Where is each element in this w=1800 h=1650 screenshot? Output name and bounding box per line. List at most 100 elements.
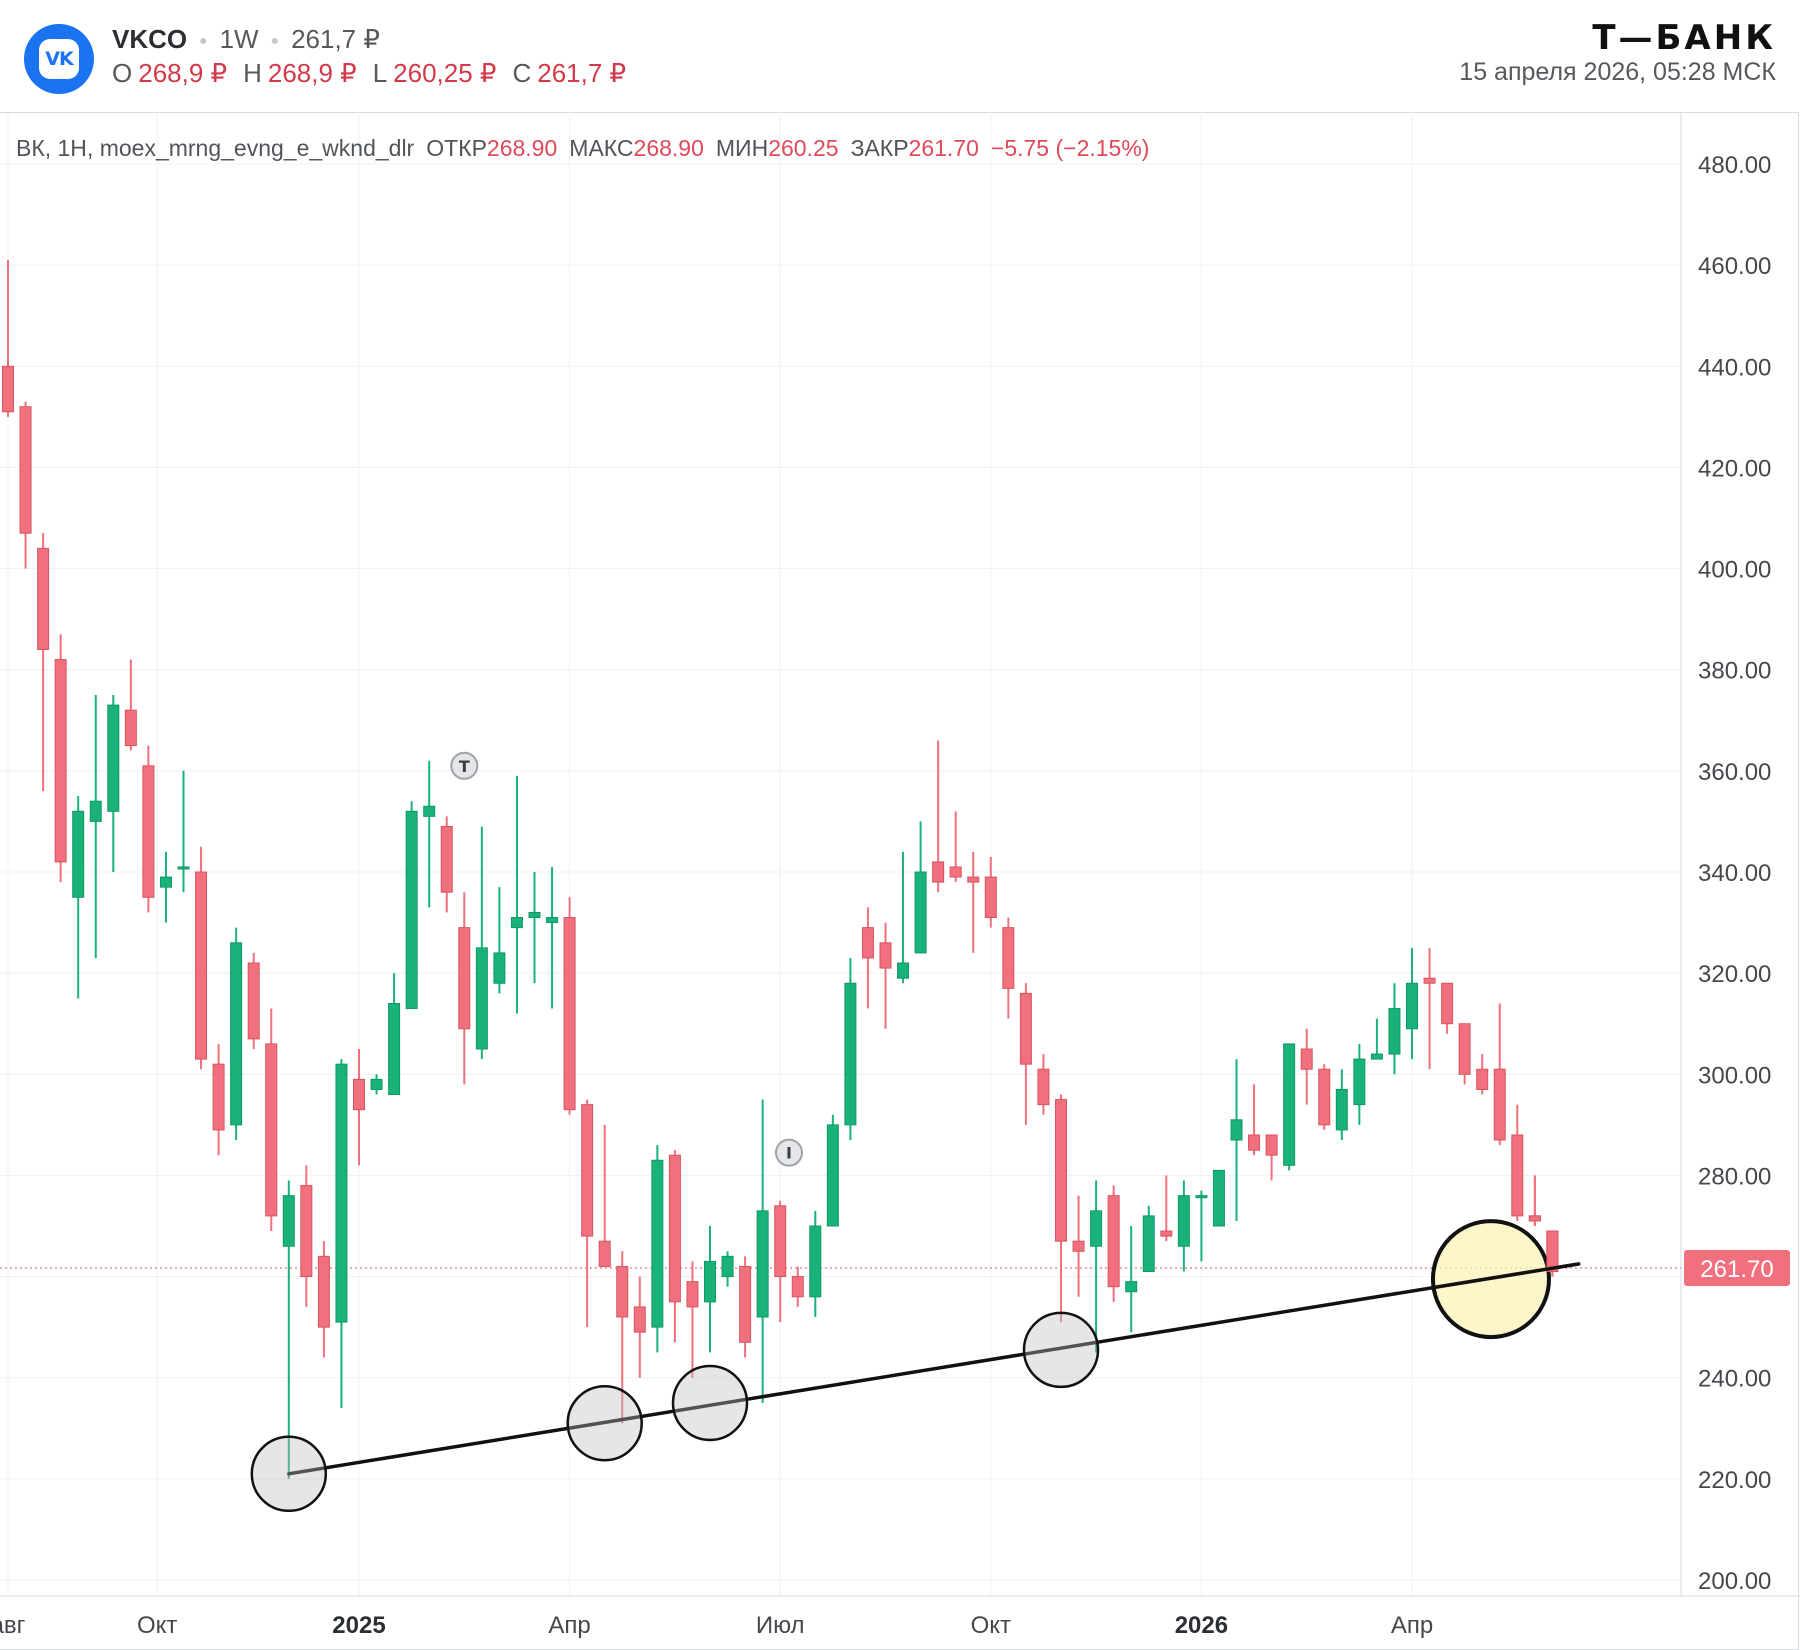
event-marker-icon [774,1138,803,1167]
candle-up [159,876,172,888]
legend-symbol: ВК, 1Н, moex_mrng_evng_e_wknd_dlr [16,135,415,161]
candle-down [932,861,945,883]
candle-down [581,1104,594,1237]
candle-down [1072,1240,1085,1252]
candle-up [1353,1058,1366,1106]
candle-down [1248,1134,1261,1151]
low-touch-circle [250,1435,328,1513]
candle-up [1142,1215,1155,1273]
candle-up [1090,1210,1103,1247]
candle-down [598,1240,611,1267]
candle-down [265,1043,278,1217]
candle-up [423,805,436,817]
candle-up [809,1225,822,1298]
low-touch-circle [671,1364,749,1442]
candle-up [528,911,541,919]
candle-down [949,866,962,878]
legend-open: ОТКР268.90 [426,135,558,161]
candle-down [19,406,32,534]
snapshot-datetime: 15 апреля 2026, 05:28 МСК [1459,58,1776,86]
y-tick-label: 240.00 [1698,1366,1771,1393]
candle-down [879,942,892,969]
candle-up [335,1063,348,1323]
low-touch-circle [566,1384,643,1462]
legend-close: ЗАКР261.70 [850,135,979,161]
candle-up [282,1195,295,1247]
candle-up [844,982,857,1126]
legend-low: МИН260.25 [715,135,839,161]
candle-down [124,709,137,747]
candle-down [686,1281,699,1308]
candle-down [317,1255,330,1328]
interval-label[interactable]: 1W [219,24,259,54]
current-price-badge [1684,1249,1790,1286]
x-tick-label: Окт [971,1612,1011,1639]
candle-up [914,871,927,954]
candle-up [1406,982,1418,1030]
vk-logo-icon: VK [24,24,94,94]
ticker-symbol[interactable]: VKCO [112,24,188,54]
last-price: 261,7 ₽ [291,24,380,54]
y-tick-label: 420.00 [1698,455,1771,482]
candle-down [247,962,260,1040]
candle-down [984,876,997,919]
candle-down [739,1265,752,1343]
candle-up [107,704,120,812]
candle-down [212,1063,225,1131]
vk-logo-mark: VK [39,39,79,79]
candle-up [546,917,559,924]
candle-down [300,1185,313,1278]
candle-down [1055,1099,1067,1242]
support-trendline [287,1262,1581,1476]
candle-up [493,952,506,984]
legend-change: −5.75 (−2.15%) [990,135,1150,161]
candle-down [1528,1215,1541,1222]
event-marker-icon [450,751,479,780]
candle-down [1423,977,1436,984]
ohlc-open: O 268,9 ₽ [112,58,228,88]
candle-down [1107,1195,1120,1288]
x-tick-label: Апр [548,1612,590,1639]
candle-up [89,800,102,822]
x-tick-label: Окт [137,1612,177,1639]
candle-down [54,659,67,863]
candle-up [721,1255,734,1278]
current-price-label: 261.70 [1700,1256,1773,1283]
candle-down [1546,1230,1559,1273]
y-tick-label: 220.00 [1698,1467,1771,1494]
y-tick-label: 200.00 [1698,1568,1771,1595]
candle-up [1370,1053,1383,1060]
x-tick-label: авг [0,1612,26,1639]
separator-dot-icon: ● [270,31,280,48]
candle-down [1300,1048,1313,1070]
candle-down [1037,1068,1050,1106]
event-marker-label: I [786,1144,792,1163]
support-trendline-overlay [1432,1262,1580,1290]
candle-down [2,365,14,413]
candle-down [861,927,874,959]
candle-up [704,1260,716,1303]
candle-up [1125,1281,1138,1293]
ohlc-line: O 268,9 ₽ H 268,9 ₽ L 260,25 ₽ C 261,7 ₽ [112,58,626,89]
candle-down [458,927,471,1030]
separator-dot-icon: ● [199,31,208,48]
candle-down [1160,1230,1173,1237]
candle-down [1318,1068,1331,1126]
ohlc-close: C 261,7 ₽ [512,58,627,88]
candle-down [1441,982,1454,1025]
candle-up [1212,1169,1225,1227]
candle-up [510,917,523,929]
candle-down [1511,1134,1524,1217]
instrument-line: VKCO ● 1W ● 261,7 ₽ [112,24,380,55]
y-tick-label: 280.00 [1698,1163,1771,1190]
candle-up [177,866,190,870]
chart-header: VK VKCO ● 1W ● 261,7 ₽ O 268,9 ₽ H 268,9 ₽… [0,0,1800,112]
y-tick-label: 380.00 [1698,658,1771,685]
candle-up [1195,1195,1208,1199]
y-tick-label: 480.00 [1698,152,1771,179]
candle-up [651,1159,664,1328]
candle-up [897,962,910,979]
candle-down [791,1276,804,1298]
candle-down [774,1205,787,1278]
